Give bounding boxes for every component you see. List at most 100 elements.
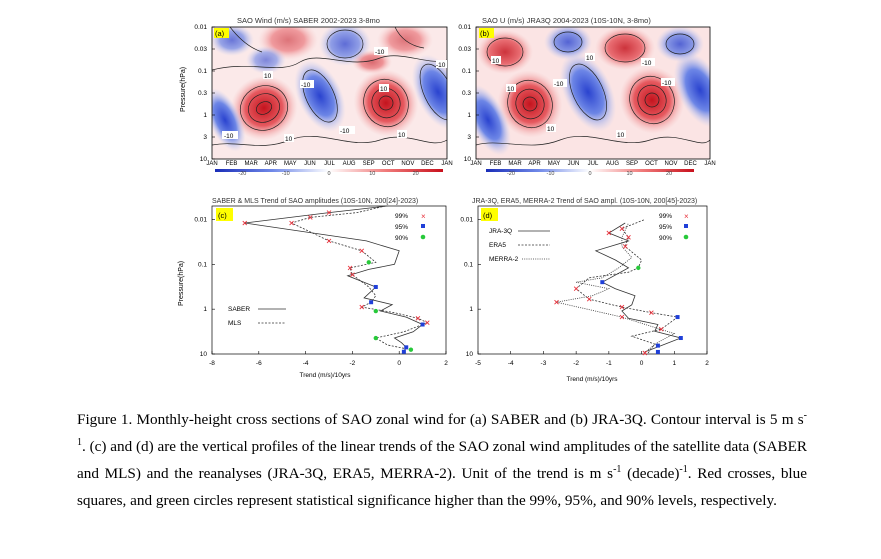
svg-text:-10: -10	[301, 82, 311, 89]
sig-99-marker	[619, 314, 625, 320]
ytick-label: 0.03	[458, 46, 471, 53]
panel-a-colorbar	[215, 169, 443, 172]
sig-99-marker	[359, 304, 365, 310]
panel-d-legend-lines: JRA-3Q ERA5 MERRA-2	[489, 228, 550, 263]
legend-95: 95%	[395, 224, 408, 231]
legend-99-marker: ×	[684, 212, 689, 221]
sig-90-marker	[373, 335, 378, 341]
contour-label: 10	[506, 84, 516, 93]
ytick-label: 0.3	[462, 90, 471, 97]
colorbar-tick-label: 10	[369, 171, 375, 177]
panel-c-legend-significance: 99% × 95% 90%	[395, 212, 426, 242]
sig-99-marker	[307, 215, 313, 220]
panel-a: SAO Wind (m/s) SABER 2002-2023 3-8mo	[180, 16, 453, 177]
xtick-label: MAY	[284, 161, 297, 167]
sig-99-marker	[622, 244, 628, 249]
xtick-label: -4	[508, 360, 514, 367]
panel-b: SAO U (m/s) JRA3Q 2004-2023 (10S-10N, 3-…	[458, 16, 715, 177]
xtick-label: 0	[397, 360, 401, 367]
panel-c-tag-bg	[216, 208, 233, 221]
colorbar-tick-label: 0	[588, 171, 591, 177]
xtick-label: JUL	[588, 161, 599, 167]
ytick-label: 10	[466, 351, 474, 358]
panel-d-tag-bg	[481, 208, 498, 221]
contour-label: -10	[661, 78, 675, 87]
svg-text:-10: -10	[340, 128, 350, 135]
panel-b-contour-labels: 10 -10 -10 10 -10 10 10 10	[491, 53, 675, 139]
sig-99-marker	[424, 320, 430, 325]
contour-label: -10	[300, 80, 314, 89]
xtick-label: SEP	[363, 161, 375, 167]
panel-c-legend-lines: SABER MLS	[228, 306, 286, 327]
sig-99-marker	[326, 210, 332, 215]
sig-99-marker	[359, 248, 365, 254]
legend-merra2: MERRA-2	[489, 256, 519, 263]
sig-90-marker	[636, 265, 641, 271]
panel-b-tag-bg	[479, 28, 494, 38]
contour-label: -10	[436, 60, 447, 69]
legend-90-marker	[420, 234, 426, 240]
legend-95: 95%	[659, 224, 672, 231]
sig-99-marker	[573, 286, 579, 292]
svg-text:-10: -10	[662, 80, 672, 87]
xtick-label: FEB	[490, 161, 502, 167]
panel-d-frame	[477, 205, 708, 355]
contour-label: 10	[616, 130, 626, 139]
sig-99-marker	[649, 310, 654, 316]
xtick-label: SEP	[626, 161, 638, 167]
svg-text:-10: -10	[375, 49, 385, 56]
sig-99-marker	[619, 304, 625, 310]
svg-text:10: 10	[547, 126, 555, 133]
svg-text:10: 10	[380, 86, 388, 93]
legend-90-marker	[683, 234, 689, 240]
xtick-label: -3	[541, 360, 547, 367]
ytick-label: 10	[200, 351, 208, 358]
sig-99-marker	[242, 220, 248, 226]
sig-99-marker	[415, 315, 421, 321]
contour-label: 10	[546, 124, 556, 133]
ytick-label: 3	[203, 134, 207, 141]
panel-d-title: JRA-3Q, ERA5, MERRA-2 Trend of SAO ampl.…	[472, 198, 697, 205]
svg-text:10: 10	[492, 58, 500, 65]
xtick-label: APR	[265, 161, 278, 167]
contour-label: 10	[397, 130, 407, 139]
xtick-label: AUG	[343, 161, 356, 167]
xtick-label: -6	[256, 360, 262, 367]
legend-jra3q: JRA-3Q	[489, 228, 512, 235]
xtick-label: -8	[209, 360, 215, 367]
xtick-label: 1	[672, 360, 676, 367]
panel-d: JRA-3Q, ERA5, MERRA-2 Trend of SAO ampl.…	[460, 198, 709, 383]
legend-90: 90%	[659, 235, 672, 242]
contour-label: -10	[339, 126, 355, 135]
legend-90: 90%	[395, 235, 408, 242]
xtick-label: JAN	[441, 161, 452, 167]
colorbar-tick-label: 20	[413, 171, 419, 177]
ytick-label: 10	[200, 156, 208, 163]
sig-99-marker	[347, 265, 353, 271]
panel-c-ylabel: Pressure(hPa)	[178, 261, 185, 306]
contour-label: 10	[263, 71, 273, 80]
sig-90-marker	[408, 347, 414, 352]
xtick-label: MAY	[548, 161, 561, 167]
series-line-jra3q	[594, 222, 683, 353]
xtick-label: JAN	[206, 161, 217, 167]
ytick-label: 0.1	[462, 68, 471, 75]
sig-99-marker	[350, 272, 355, 277]
legend-95-marker	[421, 224, 425, 228]
ytick-label: 0.01	[458, 24, 471, 31]
ytick-label: 0.1	[464, 261, 473, 268]
ytick-label: 1	[203, 306, 207, 313]
contour-label: 10	[585, 53, 595, 62]
colorbar-tick-label: -20	[507, 171, 515, 177]
panel-a-ylabel: Pressure(hPa)	[180, 67, 187, 112]
ytick-label: 10	[464, 156, 472, 163]
xtick-label: -2	[350, 360, 356, 367]
ytick-label: 0.01	[194, 24, 207, 31]
xtick-label: 2	[444, 360, 448, 367]
svg-text:10: 10	[264, 73, 272, 80]
figure-panels: SAO Wind (m/s) SABER 2002-2023 3-8mo	[178, 16, 716, 383]
series-line-mls	[290, 205, 429, 351]
svg-text:10: 10	[285, 136, 293, 143]
panel-c-title: SABER & MLS Trend of SAO amplitudes (10S…	[212, 198, 418, 205]
contour-label: 10	[491, 56, 501, 65]
